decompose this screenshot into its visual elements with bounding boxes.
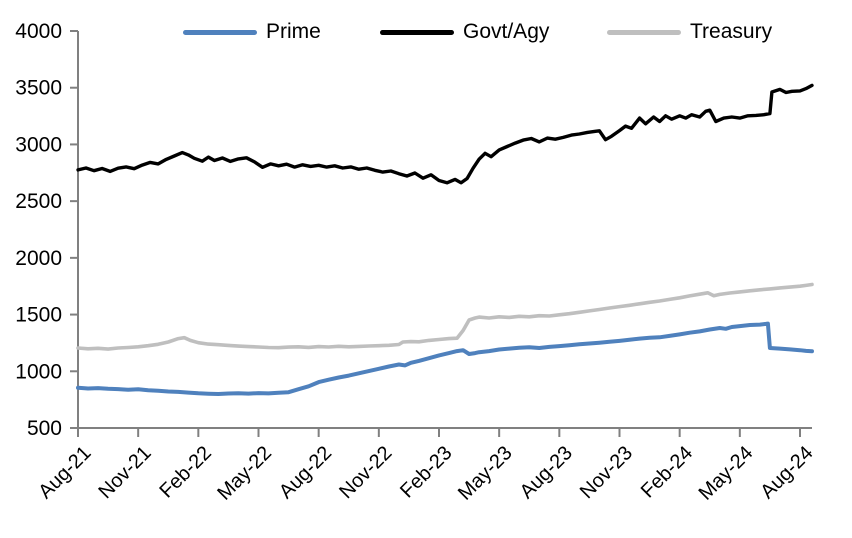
y-tick-label: 3500 — [15, 77, 62, 100]
y-tick-label: 4000 — [15, 20, 62, 43]
x-tick-label: Nov-22 — [335, 442, 396, 503]
y-tick-label: 1500 — [15, 304, 62, 327]
x-tick-label: May-23 — [454, 442, 517, 505]
x-tick-label: Aug-21 — [34, 442, 95, 503]
x-tick-label: Aug-23 — [516, 442, 577, 503]
x-tick-label: Nov-21 — [95, 442, 156, 503]
x-tick-label: Aug-24 — [756, 442, 817, 503]
x-tick-label: Feb-22 — [155, 442, 215, 502]
x-tick-label: Feb-23 — [396, 442, 456, 502]
x-tick-label: Nov-23 — [576, 442, 637, 503]
series-line-prime — [76, 321, 814, 396]
x-tick-label: Aug-22 — [275, 442, 336, 503]
series-line-treasury — [76, 282, 814, 351]
y-tick-label: 3000 — [15, 133, 62, 156]
x-tick-label: May-24 — [695, 442, 758, 505]
x-tick-label: Feb-24 — [637, 442, 697, 502]
y-tick-label: 500 — [27, 417, 62, 440]
y-tick-label: 1000 — [15, 360, 62, 383]
y-tick-label: 2000 — [15, 247, 62, 270]
x-tick-label: May-22 — [213, 442, 276, 505]
y-tick-label: 2500 — [15, 190, 62, 213]
series-line-govt-agy — [76, 83, 814, 185]
